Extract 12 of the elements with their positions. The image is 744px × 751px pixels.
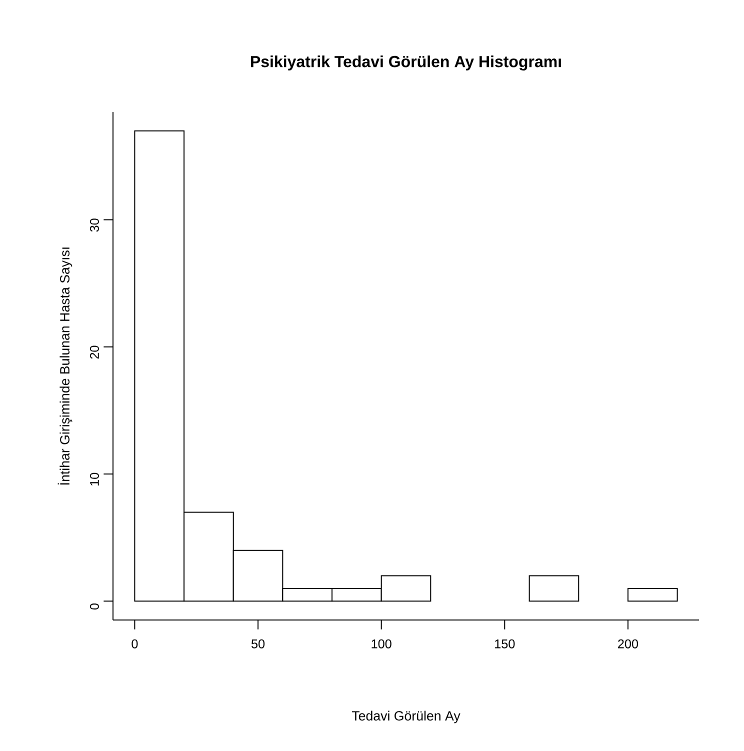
x-tick-label: 200 (618, 639, 638, 648)
chart-title: Psikiyatrik Tedavi Görülen Ay Histogramı (251, 56, 561, 70)
x-tick-label: 50 (251, 639, 265, 648)
x-tick-label: 0 (132, 639, 138, 648)
y-tick-label: 20 (90, 346, 99, 359)
y-tick-label: 10 (90, 472, 99, 486)
x-tick-label: 100 (372, 639, 392, 648)
y-tick-label: 0 (90, 603, 99, 610)
x-axis-title: Tedavi Görülen Ay (352, 710, 460, 724)
x-tick-label: 150 (495, 639, 515, 648)
y-tick-label: 30 (90, 218, 99, 232)
y-axis-title: İntihar Girişiminde Bulunan Hasta Sayısı (58, 248, 72, 484)
